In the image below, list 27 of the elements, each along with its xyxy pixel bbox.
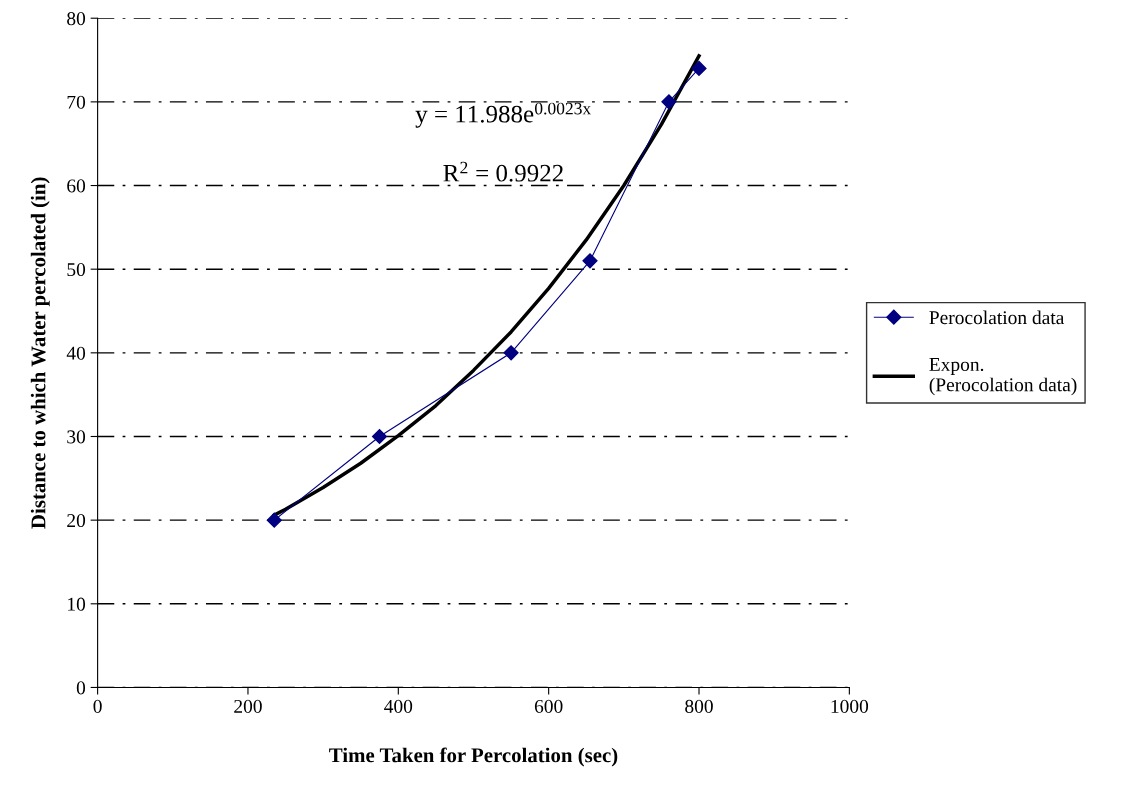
y-tick-label: 40	[66, 346, 86, 360]
y-tick-label: 70	[67, 95, 86, 109]
legend-label: Perocolation data	[929, 310, 1065, 325]
y-tick-label: 50	[67, 263, 86, 277]
annotation: y = 11.988e$^{0.0023x}$	[415, 102, 591, 128]
point	[582, 253, 598, 269]
y-tick-label: 30	[67, 430, 86, 444]
y-tick-label: 10	[68, 597, 86, 611]
point	[503, 345, 519, 361]
point	[266, 512, 282, 528]
y-tick-label: 60	[67, 179, 86, 193]
y-axis-title: Distance to which Water percolated (in)	[30, 177, 50, 529]
y-tick-label: 20	[67, 513, 86, 528]
x-tick-label: 600	[534, 699, 563, 713]
x-tick-label: 800	[685, 699, 713, 713]
x-tick-label: 200	[234, 699, 262, 713]
point	[371, 428, 388, 445]
annotation: R$^{2}$ = 0.9922	[443, 161, 563, 182]
x-tick-label: 1000	[831, 699, 869, 713]
x-axis-title: Time Taken for Percolation (sec)	[329, 747, 618, 767]
x-tick-label: 400	[384, 699, 413, 713]
y-tick-label: 80	[67, 12, 86, 26]
point	[661, 94, 677, 110]
point	[691, 60, 707, 76]
legend-label: Expon. (Perocolation data)	[929, 358, 1077, 396]
y-tick-label: 0	[76, 681, 86, 695]
x-tick-label: 0	[93, 699, 102, 713]
